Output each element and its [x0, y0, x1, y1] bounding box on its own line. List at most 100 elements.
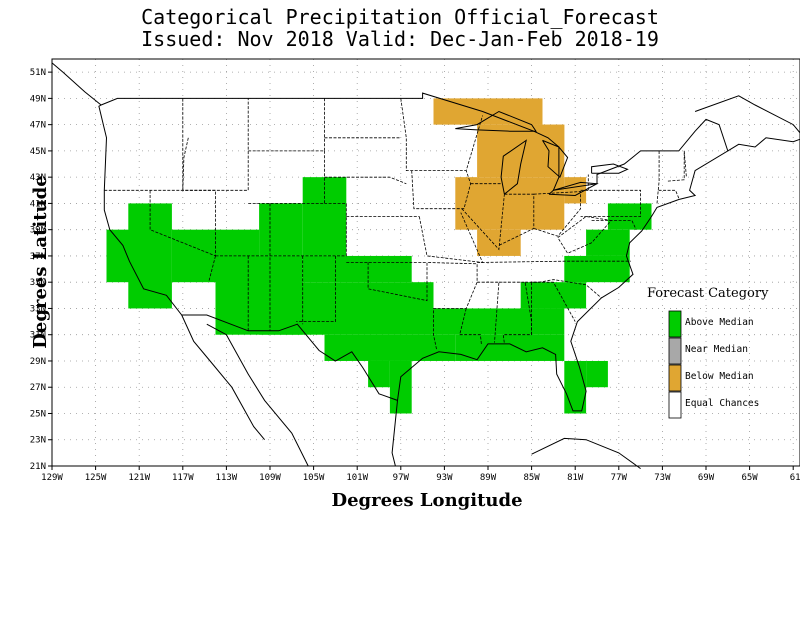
x-tick-label: 89W	[480, 473, 497, 483]
y-tick-label: 25N	[30, 409, 46, 419]
x-tick-label: 101W	[346, 473, 368, 483]
above-median-area	[564, 255, 630, 283]
map-title: Categorical Precipitation Official_Forec…	[141, 5, 659, 29]
x-tick-label: 129W	[41, 473, 63, 483]
state-boundary	[580, 189, 641, 217]
legend-swatch	[668, 391, 682, 419]
y-tick-label: 35N	[30, 278, 46, 288]
y-tick-label: 49N	[30, 94, 46, 104]
state-boundary	[296, 255, 336, 322]
y-tick-label: 51N	[30, 68, 46, 78]
x-tick-label: 117W	[172, 473, 194, 483]
state-boundary	[461, 194, 505, 251]
boundary-lines	[51, 62, 800, 470]
state-boundary	[531, 281, 576, 335]
above-median-area	[368, 360, 390, 388]
lake-erie	[548, 181, 599, 197]
above-median-area	[564, 360, 587, 414]
y-tick-label: 21N	[30, 462, 46, 472]
state-boundary	[667, 150, 685, 182]
y-tick-label: 41N	[30, 199, 46, 209]
state-boundary	[182, 98, 249, 191]
lake-huron	[542, 139, 569, 179]
state-boundary	[248, 98, 325, 152]
above-median-area	[389, 360, 412, 414]
y-tick-label: 39N	[30, 226, 46, 236]
below-median-area	[455, 177, 565, 230]
maritimes-coastline	[694, 95, 800, 152]
above-median-area	[302, 177, 347, 256]
legend-swatch	[668, 364, 682, 392]
above-median-area	[259, 203, 303, 256]
state-boundary	[346, 262, 428, 302]
state-boundary	[400, 98, 483, 171]
legend-item-label: Near Median	[685, 344, 748, 355]
below-median-area	[477, 229, 521, 256]
x-tick-label: 69W	[698, 473, 715, 483]
legend: Forecast Category Above Median Near Median…	[647, 286, 769, 419]
state-boundary	[324, 176, 407, 185]
y-axis-ticks: 51N 49N 47N 45N 43N 41N 39N 37N 35N 33N 31N 29N 27N 2…	[30, 68, 52, 472]
y-tick-label: 23N	[30, 436, 46, 446]
sonora-coastline	[206, 323, 309, 467]
x-tick-label: 65W	[741, 473, 758, 483]
x-tick-label: 121W	[128, 473, 150, 483]
above-median-area	[586, 360, 608, 388]
us-coastline	[98, 92, 729, 412]
state-boundary	[498, 193, 535, 246]
above-median-area	[586, 229, 630, 256]
legend-title: Forecast Category	[647, 286, 769, 301]
y-tick-label: 31N	[30, 331, 46, 341]
above-median-area	[433, 308, 565, 335]
state-boundary	[656, 150, 660, 204]
x-axis-title: Degrees Longitude	[331, 490, 523, 511]
y-tick-label: 33N	[30, 304, 46, 314]
x-tick-label: 125W	[85, 473, 107, 483]
lake-michigan	[500, 139, 527, 195]
x-tick-label: 61	[790, 473, 800, 483]
x-axis-ticks: 129W 125W 121W 117W 113W 109W 105W 101W 97W 93W 89…	[41, 466, 800, 483]
above-median-area	[455, 334, 565, 361]
state-boundary	[182, 137, 189, 191]
above-median-area	[259, 282, 434, 335]
map-subtitle: Issued: Nov 2018 Valid: Dec-Jan-Feb 2018…	[141, 27, 659, 51]
x-tick-label: 93W	[436, 473, 453, 483]
x-tick-label: 73W	[654, 473, 671, 483]
above-median-area	[324, 334, 456, 361]
x-tick-label: 97W	[393, 473, 410, 483]
below-median-area	[433, 98, 543, 125]
legend-item-label: Below Median	[685, 371, 754, 382]
map-frame	[51, 58, 800, 467]
x-tick-label: 85W	[523, 473, 540, 483]
legend-swatch	[668, 310, 682, 338]
state-boundary	[459, 308, 482, 346]
legend-swatch	[668, 337, 682, 365]
above-median-area	[520, 282, 587, 309]
state-boundary	[477, 281, 500, 343]
state-boundary	[411, 170, 472, 210]
category-fills	[106, 98, 652, 414]
y-tick-label: 29N	[30, 357, 46, 367]
above-median-area	[302, 255, 412, 283]
state-boundary	[477, 260, 631, 263]
y-tick-label: 27N	[30, 383, 46, 393]
state-boundary	[657, 189, 680, 199]
state-boundary	[418, 212, 484, 263]
y-tick-label: 43N	[30, 173, 46, 183]
state-boundary	[533, 191, 581, 237]
y-tick-label: 47N	[30, 121, 46, 131]
lake-ontario	[591, 163, 629, 174]
x-tick-label: 77W	[611, 473, 628, 483]
gulf-coastline	[391, 400, 398, 467]
state-boundary	[591, 220, 637, 230]
legend-item-label: Above Median	[685, 317, 754, 328]
state-boundary	[557, 216, 612, 254]
y-axis-title: Degrees Latitude	[30, 175, 51, 349]
baja-coastline	[181, 314, 265, 441]
x-tick-label: 109W	[259, 473, 281, 483]
x-tick-label: 105W	[303, 473, 325, 483]
y-tick-label: 37N	[30, 252, 46, 262]
state-boundary	[215, 203, 347, 257]
bc-coastline	[51, 62, 102, 106]
